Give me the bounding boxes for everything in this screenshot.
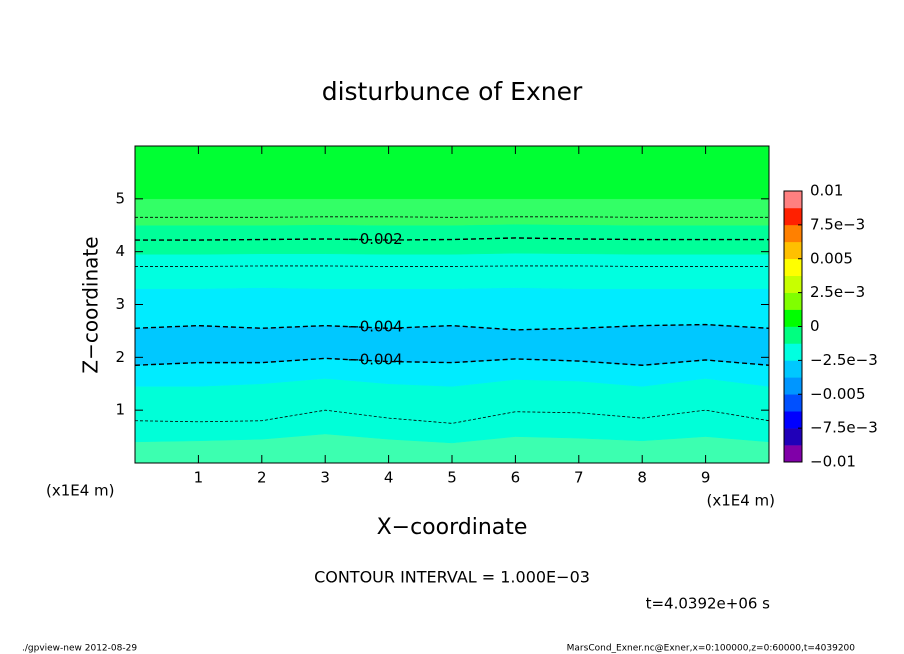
- x-tick-label: 3: [320, 469, 330, 487]
- colorbar-segment: [784, 207, 802, 226]
- colorbar-segment: [784, 411, 802, 429]
- contour-label: −0.002: [347, 230, 403, 248]
- contour-interval: CONTOUR INTERVAL = 1.000E−03: [314, 568, 590, 587]
- contour-line: [134, 409, 770, 424]
- filled-band: [134, 378, 770, 444]
- colorbar-segment: [784, 258, 802, 276]
- colorbar-segment: [784, 394, 802, 412]
- x-tick-label: 4: [384, 469, 394, 487]
- x-unit-label: (x1E4 m): [46, 482, 115, 500]
- contour-line: [135, 216, 769, 218]
- contour-line: [135, 265, 769, 267]
- x-unit-label: (x1E4 m): [706, 492, 775, 510]
- footer-right: MarsCond_Exner.nc@Exner,x=0:100000,z=0:6…: [567, 644, 856, 654]
- contour-line: [135, 237, 769, 241]
- colorbar-segment: [784, 445, 802, 463]
- colorbar-tick-label: 0.01: [810, 182, 843, 200]
- x-tick-label: 6: [511, 469, 521, 487]
- y-tick-label: 2: [115, 348, 125, 366]
- colorbar-tick-label: −0.005: [810, 385, 866, 403]
- filled-band: [134, 324, 770, 366]
- y-tick-label: 5: [115, 189, 125, 207]
- filled-band: [134, 198, 770, 226]
- filled-band: [134, 253, 770, 289]
- colorbar-segment: [784, 428, 802, 446]
- contour-line: [134, 323, 770, 331]
- x-tick-label: 5: [447, 469, 457, 487]
- y-tick-label: 1: [115, 401, 125, 419]
- contour-label: −0.004: [347, 317, 403, 335]
- x-tick-label: 2: [257, 469, 267, 487]
- colorbar-segment: [784, 241, 802, 260]
- colorbar-tick-label: −7.5e−3: [810, 419, 878, 437]
- colorbar-segment: [784, 191, 802, 209]
- x-tick-label: 8: [637, 469, 647, 487]
- colorbar-segment: [784, 377, 802, 395]
- contour-label: −0.004: [347, 350, 403, 368]
- colorbar-tick-label: −0.01: [810, 453, 856, 471]
- footer-left: ./gpview-new 2012-08-29: [22, 644, 137, 654]
- colorbar-segment: [784, 275, 802, 293]
- y-tick-label: 4: [115, 242, 125, 260]
- chart-title: disturbunce of Exner: [322, 77, 583, 106]
- colorbar-tick-label: 0.005: [810, 249, 853, 267]
- colorbar-tick-label: 0: [810, 317, 820, 335]
- contour-line: [134, 357, 770, 366]
- time-label: t=4.0392e+06 s: [646, 595, 771, 613]
- y-tick-label: 3: [115, 295, 125, 313]
- colorbar-segment: [784, 360, 802, 378]
- filled-band: [134, 287, 770, 331]
- x-axis-label: X−coordinate: [377, 515, 528, 540]
- colorbar-segment: [784, 292, 802, 310]
- colorbar-tick-label: −2.5e−3: [810, 351, 878, 369]
- x-tick-label: 1: [194, 469, 204, 487]
- x-tick-label: 7: [574, 469, 584, 487]
- colorbar-segment: [784, 326, 802, 344]
- colorbar-tick-label: 2.5e−3: [810, 283, 865, 301]
- colorbar-segment: [784, 224, 802, 243]
- x-tick-label: 9: [701, 469, 711, 487]
- colorbar-tick-label: 7.5e−3: [810, 215, 865, 233]
- y-axis-label: Z−coordinate: [79, 236, 103, 373]
- colorbar-segment: [784, 309, 802, 327]
- colorbar-segment: [784, 343, 802, 361]
